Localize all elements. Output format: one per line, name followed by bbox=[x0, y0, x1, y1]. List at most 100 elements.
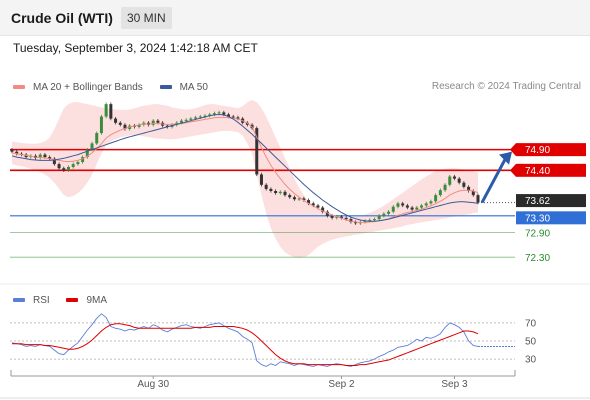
candle-body bbox=[396, 203, 400, 207]
candle-body bbox=[382, 213, 386, 216]
candle-body bbox=[118, 122, 122, 125]
candle bbox=[99, 114, 103, 135]
candle bbox=[467, 185, 471, 193]
candle-body bbox=[52, 158, 56, 165]
candle bbox=[137, 123, 141, 129]
candle-body bbox=[297, 198, 301, 200]
candle-body bbox=[236, 117, 240, 119]
last-price-tag: 73.62 bbox=[516, 194, 586, 208]
candle-body bbox=[415, 207, 419, 210]
candle bbox=[104, 102, 108, 119]
candle bbox=[391, 205, 395, 214]
timeframe-button[interactable]: 30 MIN bbox=[121, 7, 172, 29]
candle-body bbox=[321, 207, 325, 212]
candle bbox=[62, 166, 66, 172]
candle-body bbox=[194, 117, 198, 119]
ma9-swatch bbox=[66, 298, 79, 302]
candle bbox=[349, 217, 353, 224]
candle-body bbox=[95, 133, 99, 144]
instrument-title: Crude Oil (WTI) bbox=[11, 10, 113, 26]
candle bbox=[109, 102, 113, 121]
candle-body bbox=[99, 116, 103, 134]
candle bbox=[462, 181, 466, 189]
level-label-1-text: 74.40 bbox=[525, 166, 550, 177]
candle-body bbox=[316, 205, 320, 208]
candle-body bbox=[330, 215, 334, 218]
candle bbox=[410, 205, 414, 212]
candle-body bbox=[227, 114, 231, 117]
candle-body bbox=[48, 157, 52, 159]
candle-body bbox=[311, 203, 315, 206]
legend-9ma-label: 9MA bbox=[86, 294, 108, 306]
level-label-2-text: 73.30 bbox=[525, 213, 550, 224]
ma20-swatch bbox=[13, 85, 25, 89]
candle-body bbox=[231, 116, 235, 118]
candle bbox=[15, 150, 19, 156]
candle-body bbox=[198, 116, 202, 118]
candle bbox=[283, 190, 287, 197]
candle-body bbox=[114, 118, 118, 123]
candle-body bbox=[335, 216, 339, 218]
candle-body bbox=[391, 206, 395, 212]
candle-body bbox=[10, 149, 14, 152]
candle-body bbox=[363, 220, 367, 223]
candle-body bbox=[137, 124, 141, 127]
candle bbox=[448, 174, 452, 187]
candle bbox=[396, 201, 400, 209]
candle bbox=[48, 155, 52, 161]
candle-body bbox=[259, 174, 263, 185]
candle-body bbox=[189, 118, 193, 120]
candle-body bbox=[420, 205, 424, 208]
candle-body bbox=[212, 113, 216, 115]
candle bbox=[354, 220, 358, 225]
rsi-tick-label-0: 70 bbox=[525, 318, 537, 329]
candle bbox=[443, 183, 447, 192]
rsi-line bbox=[11, 313, 479, 367]
candle bbox=[457, 176, 461, 185]
candle-body bbox=[476, 195, 480, 203]
candle bbox=[438, 188, 442, 197]
candle bbox=[335, 214, 339, 220]
candle bbox=[274, 189, 278, 195]
candle-body bbox=[104, 104, 108, 117]
candle bbox=[255, 126, 259, 177]
candle bbox=[151, 119, 155, 127]
candle bbox=[81, 155, 85, 164]
candle bbox=[278, 190, 282, 195]
candle bbox=[71, 162, 75, 169]
candle-body bbox=[438, 190, 442, 196]
candle-body bbox=[90, 143, 94, 150]
candle-body bbox=[424, 203, 428, 206]
candle bbox=[264, 183, 268, 191]
legend-9ma: 9MA bbox=[66, 295, 107, 306]
last-price-tag-text: 73.62 bbox=[525, 196, 550, 207]
candle-body bbox=[405, 205, 409, 208]
candle bbox=[66, 165, 70, 172]
candle-body bbox=[62, 168, 66, 171]
candle bbox=[401, 201, 405, 208]
candle-body bbox=[255, 128, 259, 175]
candle-body bbox=[81, 157, 85, 163]
legend-ma50: MA 50 bbox=[159, 82, 208, 93]
legend-rsi: RSI bbox=[13, 295, 50, 306]
level-label-4: 72.30 bbox=[525, 253, 550, 264]
ma50-swatch bbox=[159, 85, 172, 89]
candle-body bbox=[434, 195, 438, 202]
candle bbox=[420, 203, 424, 210]
candle-body bbox=[274, 191, 278, 194]
forecast-arrow-shaft bbox=[480, 156, 508, 204]
price-legend: MA 20 + Bollinger Bands MA 50 bbox=[13, 81, 222, 93]
candle bbox=[208, 112, 212, 118]
candle bbox=[114, 116, 118, 125]
candle-body bbox=[269, 188, 273, 191]
last-price-tag-bg bbox=[516, 194, 586, 208]
rsi-tick-label-1: 50 bbox=[525, 337, 537, 348]
candle-body bbox=[76, 162, 80, 165]
candle bbox=[118, 121, 122, 127]
candle-body bbox=[448, 176, 452, 185]
candle-body bbox=[471, 191, 475, 196]
candle bbox=[85, 147, 89, 159]
candle bbox=[452, 174, 456, 181]
bollinger-band-area bbox=[12, 100, 478, 258]
